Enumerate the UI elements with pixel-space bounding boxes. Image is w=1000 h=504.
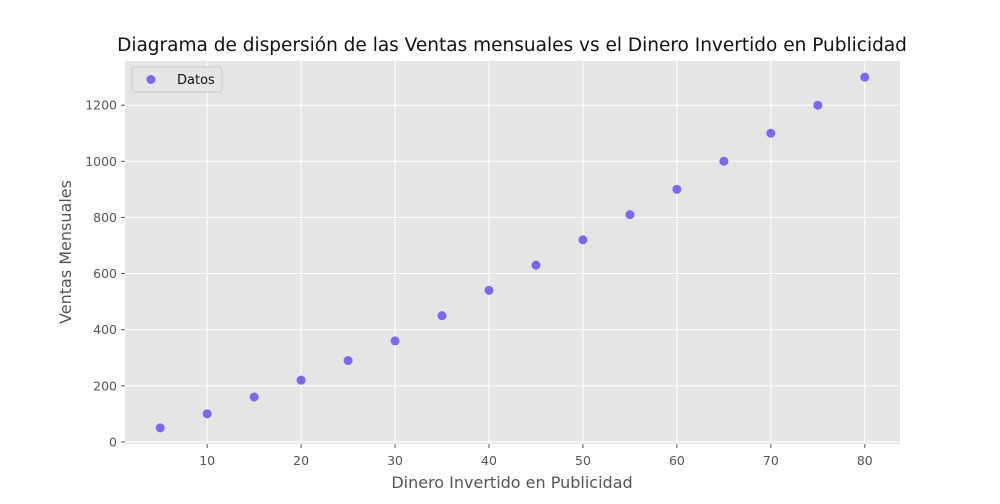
legend-label: Datos — [177, 73, 215, 88]
y-tick-label: 800 — [93, 210, 117, 225]
scatter-point — [343, 356, 353, 366]
y-tick-label: 600 — [93, 266, 117, 281]
legend-box — [131, 66, 223, 93]
scatter-point — [813, 100, 823, 110]
scatter-point — [860, 72, 870, 82]
scatter-point — [719, 156, 729, 166]
y-tick-label: 400 — [93, 322, 117, 337]
scatter-point — [155, 423, 165, 433]
scatter-point — [390, 336, 400, 346]
y-tick-label: 1200 — [85, 98, 117, 113]
data-points — [155, 72, 870, 433]
x-tick-label: 20 — [293, 453, 309, 468]
x-tick-label: 40 — [481, 453, 497, 468]
x-axis-label: Dinero Invertido en Publicidad — [391, 473, 632, 492]
scatter-point — [672, 184, 682, 194]
legend-marker — [146, 75, 156, 84]
x-tick-label: 60 — [669, 453, 685, 468]
plot-area — [125, 61, 900, 444]
x-tick-label: 80 — [857, 453, 873, 468]
scatter-point — [766, 128, 776, 138]
scatter-point — [202, 409, 212, 419]
y-tick-label: 1000 — [85, 154, 117, 169]
scatter-point — [531, 260, 541, 270]
y-axis-label: Ventas Mensuales — [56, 180, 75, 324]
scatter-point — [296, 375, 306, 385]
y-tick-label: 0 — [109, 434, 117, 449]
grid-lines — [125, 61, 900, 444]
scatter-point — [437, 311, 447, 321]
chart-title: Diagrama de dispersión de las Ventas men… — [117, 35, 907, 56]
scatter-point — [578, 235, 588, 245]
y-tick-label: 200 — [93, 378, 117, 393]
x-tick-label: 70 — [763, 453, 779, 468]
legend: Datos — [131, 66, 223, 93]
scatter-point — [249, 392, 259, 402]
scatter-point — [484, 285, 494, 295]
x-tick-label: 50 — [575, 453, 591, 468]
x-tick-label: 10 — [199, 453, 215, 468]
x-tick-label: 30 — [387, 453, 403, 468]
scatter-point — [625, 210, 635, 220]
